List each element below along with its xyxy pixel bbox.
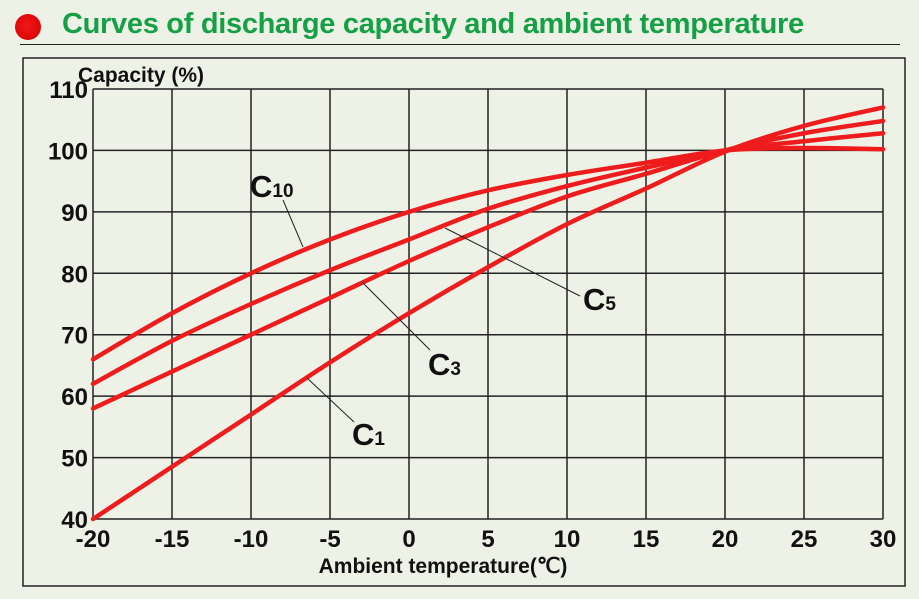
leader-line-c10 <box>282 199 304 248</box>
curve-c1 <box>90 105 886 522</box>
x-tick-label: 20 <box>712 526 739 553</box>
leader-line-c5 <box>444 227 581 297</box>
y-axis-label: Capacity (%) <box>78 64 204 87</box>
series-label-base: C <box>250 169 272 204</box>
series-label-base: C <box>352 417 374 452</box>
x-tick-label: 0 <box>402 526 415 553</box>
series-label-c5: C5 <box>583 282 616 317</box>
x-tick-label: 15 <box>633 526 660 553</box>
x-tick-label: 25 <box>791 526 818 553</box>
x-tick-label: -5 <box>319 526 340 553</box>
series-label-subscript: 3 <box>450 359 461 380</box>
series-label-base: C <box>583 282 605 317</box>
series-label-c1: C1 <box>352 417 385 452</box>
x-axis-label: Ambient temperature(℃) <box>319 555 568 578</box>
y-tick-label: 100 <box>48 138 88 165</box>
grid <box>92 88 884 520</box>
y-tick-label: 70 <box>61 323 88 350</box>
x-tick-label: -20 <box>76 526 111 553</box>
series-label-c3: C3 <box>428 347 461 382</box>
chart-title: Curves of discharge capacity and ambient… <box>62 8 804 40</box>
leader-lines <box>282 199 581 423</box>
chart-frame <box>22 57 906 587</box>
x-tick-label: 10 <box>554 526 581 553</box>
series-label-base: C <box>428 347 450 382</box>
y-tick-label: 40 <box>61 507 88 534</box>
leader-line-c3 <box>361 281 431 351</box>
x-tick-label: 30 <box>870 526 897 553</box>
series-label-subscript: 5 <box>605 294 616 315</box>
leader-line-c1 <box>306 377 355 423</box>
y-ticks: 40 50 60 70 80 90 100 110 <box>48 77 88 534</box>
series-label-subscript: 1 <box>374 429 385 450</box>
title-underline <box>20 44 900 45</box>
x-tick-label: -15 <box>155 526 190 553</box>
series-label-c10: C10 <box>250 169 294 204</box>
y-tick-label: 50 <box>61 446 88 473</box>
x-tick-label: 5 <box>481 526 494 553</box>
bullet-icon <box>15 14 41 40</box>
y-tick-label: 90 <box>61 200 88 227</box>
y-tick-label: 80 <box>61 261 88 288</box>
x-ticks: -20 -15 -10 -5 0 5 10 15 20 25 30 <box>76 526 897 553</box>
series-label-subscript: 10 <box>272 181 293 202</box>
x-tick-label: -10 <box>234 526 269 553</box>
curves <box>90 105 886 522</box>
y-tick-label: 60 <box>61 384 88 411</box>
y-tick-label: 110 <box>49 77 88 104</box>
